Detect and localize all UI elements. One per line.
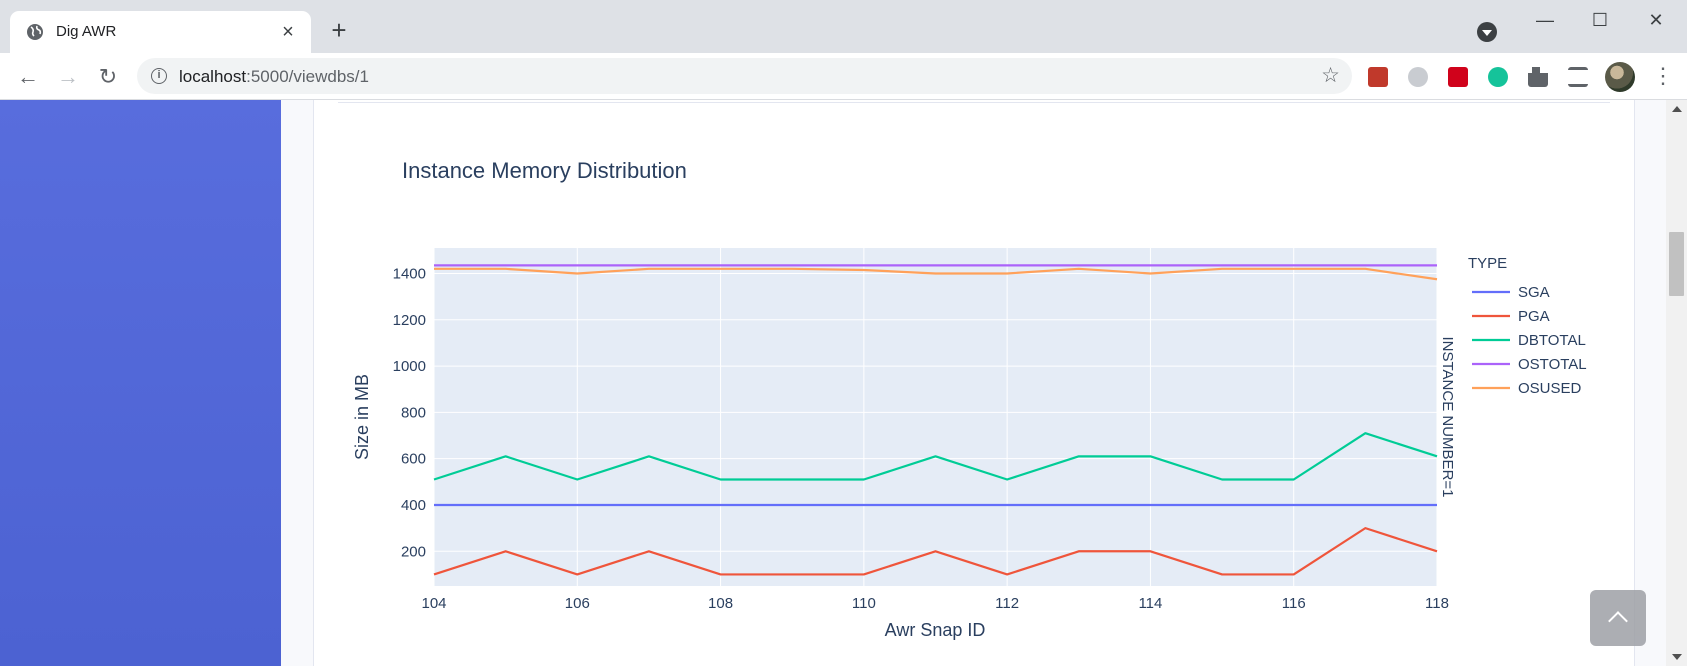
chart-card: Instance Memory Distribution 200 400 600 80… [313,100,1635,666]
info-icon[interactable]: i [151,68,167,84]
x-ticks: 104 106 108 110 112 114 116 118 [421,595,1448,612]
legend-entry-osused[interactable]: OSUSED [1518,380,1582,397]
tab-search-icon[interactable] [1477,22,1497,42]
browser-toolbar: ← → ↻ i localhost:5000/viewdbs/1 ☆ ⋮ [0,53,1687,100]
x-tick-label: 118 [1425,595,1449,612]
x-tick-label: 116 [1282,595,1306,612]
y-tick-label: 1400 [393,265,426,282]
menu-kebab-icon[interactable]: ⋮ [1652,63,1674,88]
maximize-icon[interactable]: ☐ [1591,10,1609,30]
series-lines [433,264,1438,576]
tab-dig-awr[interactable]: Dig AWR × [10,11,311,53]
back-icon[interactable]: ← [17,64,39,89]
legend-entry-ostotal[interactable]: OSTOTAL [1518,356,1587,373]
extension-media-icon[interactable] [1448,67,1468,87]
x-axis-label: Awr Snap ID [885,620,986,640]
close-icon[interactable]: × [282,21,294,43]
forward-icon[interactable]: → [57,64,79,89]
reload-icon[interactable]: ↻ [98,64,118,89]
facet-label: INSTANCE NUMBER=1 [1439,336,1456,497]
series-line-osused[interactable] [434,267,1438,281]
bookmark-star-icon[interactable]: ☆ [1321,64,1340,87]
legend-entry-sga[interactable]: SGA [1518,284,1550,301]
scroll-down-icon[interactable] [1672,654,1682,660]
legend-entry-pga[interactable]: PGA [1518,308,1550,325]
y-axis-label: Size in MB [352,374,372,460]
x-tick-label: 106 [565,595,590,612]
series-line-pga[interactable] [433,527,1438,576]
chart-title: Instance Memory Distribution [402,158,687,183]
memory-chart: Instance Memory Distribution 200 400 600 80… [352,158,1587,640]
y-tick-label: 200 [401,543,426,560]
y-tick-label: 1000 [393,358,426,375]
tab-strip: Dig AWR × + — ☐ ✕ [0,0,1687,53]
legend-title: TYPE [1468,255,1507,272]
y-tick-label: 800 [401,404,426,421]
address-bar[interactable]: i localhost:5000/viewdbs/1 ☆ [137,58,1352,94]
scroll-up-icon[interactable] [1672,106,1682,112]
tab-title: Dig AWR [56,23,117,40]
plot-area [434,248,1437,586]
extension-link-icon[interactable] [1408,67,1428,87]
sidebar [0,100,281,666]
scrollbar[interactable] [1666,100,1687,666]
x-tick-label: 114 [1138,595,1162,612]
legend: SGA PGA DBTOTAL OSTOTAL OSUSED [1472,284,1587,397]
legend-entry-dbtotal[interactable]: DBTOTAL [1518,332,1586,349]
x-tick-label: 104 [421,595,446,612]
new-tab-button[interactable]: + [331,15,347,45]
y-tick-label: 1200 [393,312,426,329]
x-tick-label: 110 [852,595,876,612]
profile-avatar[interactable] [1605,62,1635,92]
back-to-top-button[interactable] [1590,590,1646,646]
scroll-thumb[interactable] [1669,232,1684,296]
globe-icon [27,24,43,40]
main-area: Instance Memory Distribution 200 400 600 80… [281,100,1666,666]
window-close-icon[interactable]: ✕ [1648,10,1664,30]
y-tick-label: 400 [401,497,426,514]
x-tick-label: 112 [995,595,1019,612]
y-ticks: 200 400 600 800 1000 1200 1400 [393,265,426,560]
media-control-icon[interactable] [1568,67,1588,87]
series-line-dbtotal[interactable] [433,432,1438,481]
y-tick-label: 600 [401,451,426,468]
card-divider [338,102,1610,103]
extension-pdf-icon[interactable] [1368,67,1388,87]
extensions-puzzle-icon[interactable] [1528,67,1548,87]
x-tick-label: 108 [708,595,733,612]
minimize-icon[interactable]: — [1536,10,1554,30]
grammarly-icon[interactable] [1488,67,1508,87]
url-text[interactable]: localhost:5000/viewdbs/1 [179,67,369,86]
page-content: Instance Memory Distribution 200 400 600 80… [0,100,1687,666]
